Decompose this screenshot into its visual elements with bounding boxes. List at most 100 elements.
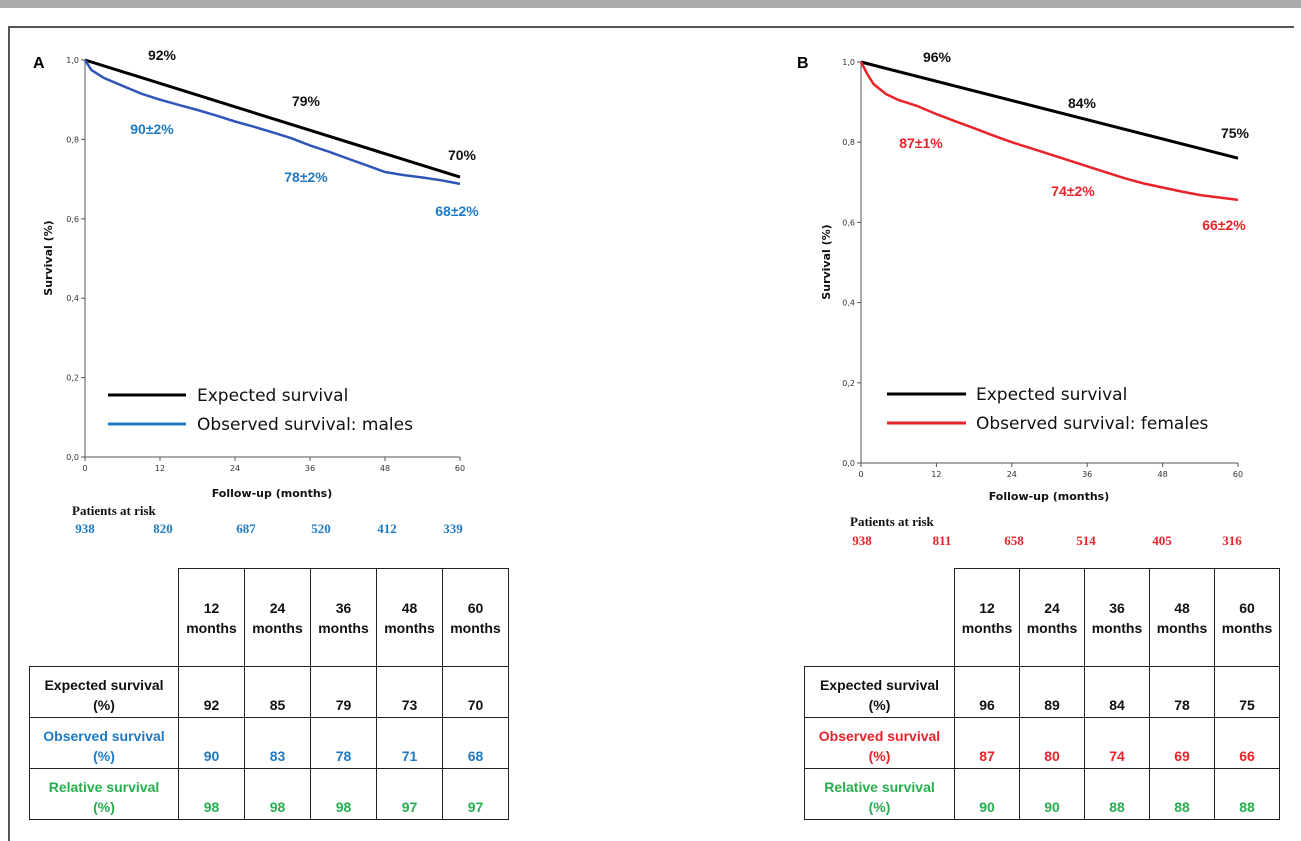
table-header: 12 months: [954, 568, 1020, 667]
table-cell: 88: [1149, 768, 1215, 820]
table-cell: 66: [1214, 717, 1280, 769]
x-tick-label: 24: [1007, 470, 1017, 479]
table-cell: 90: [1019, 768, 1085, 820]
figure-frame: [8, 26, 1294, 841]
table-cell: 84: [1084, 666, 1150, 718]
y-axis-label: Survival (%): [820, 224, 833, 299]
legend-label-observed: Observed survival: males: [197, 415, 413, 435]
expected-annotation-12: 92%: [148, 47, 177, 63]
observed-annotation-12: 87±1%: [899, 135, 943, 151]
risk-title: Patients at risk: [850, 514, 935, 529]
legend-label-observed: Observed survival: females: [976, 414, 1209, 434]
y-tick-label: 0,8: [842, 138, 855, 147]
risk-value: 687: [236, 521, 256, 536]
expected-annotation-60: 75%: [1221, 125, 1250, 141]
table-cell: 90: [954, 768, 1020, 820]
table-cell: 85: [244, 666, 311, 718]
table-cell: 98: [178, 768, 245, 820]
x-axis-label: Follow-up (months): [989, 490, 1110, 503]
risk-value: 514: [1076, 533, 1096, 548]
y-tick-label: 1,0: [842, 58, 855, 67]
table-cell: 68: [442, 717, 509, 769]
table-cell: 97: [376, 768, 443, 820]
panel-letter: B: [797, 55, 809, 72]
series-group: [859, 60, 1239, 202]
risk-value: 811: [933, 533, 952, 548]
table-header: 36 months: [310, 568, 377, 667]
risk-value: 316: [1222, 533, 1242, 548]
risk-value: 658: [1004, 533, 1024, 548]
risk-value: 938: [75, 521, 95, 536]
panel-letter: A: [33, 55, 45, 72]
expected-annotation-60: 70%: [448, 147, 477, 163]
observed-annotation-60: 68±2%: [435, 203, 479, 219]
observed-annotation-12: 90±2%: [130, 121, 174, 137]
observed-survival-line: [859, 61, 1239, 202]
expected-annotation-36: 79%: [292, 93, 321, 109]
risk-value: 938: [852, 533, 872, 548]
y-tick-label: 0,2: [66, 374, 79, 383]
table-cell: 96: [954, 666, 1020, 718]
y-tick-label: 0,8: [66, 135, 79, 144]
table-cell: 69: [1149, 717, 1215, 769]
row-label-observed: Observed survival (%): [804, 717, 955, 769]
risk-value: 520: [311, 521, 331, 536]
x-tick-label: 36: [305, 464, 315, 473]
y-ticks: 0,0 0,2 0,4 0,6 0,8 1,0: [66, 56, 85, 462]
row-label-observed: Observed survival (%): [29, 717, 179, 769]
expected-survival-line: [84, 58, 461, 179]
table-cell: 88: [1084, 768, 1150, 820]
x-tick-label: 0: [858, 470, 863, 479]
table-cell: 75: [1214, 666, 1280, 718]
panel-b: B 0,0 0,2 0,4 0,6 0,8 1,0 0 12 24 36 48 60 Surviva…: [797, 49, 1250, 548]
x-ticks: 0 12 24 36 48 60: [858, 463, 1243, 479]
x-tick-label: 12: [931, 470, 941, 479]
x-tick-label: 48: [1158, 470, 1168, 479]
y-tick-label: 0,6: [842, 218, 855, 227]
observed-survival-line: [83, 59, 461, 186]
table-header: 36 months: [1084, 568, 1150, 667]
y-tick-label: 0,4: [842, 299, 855, 308]
risk-title: Patients at risk: [72, 503, 157, 518]
survival-table-a: 12 months 24 months 36 months 48 months …: [29, 568, 509, 820]
table-cell: 74: [1084, 717, 1150, 769]
legend: Expected survival Observed survival: fem…: [887, 385, 1209, 434]
table-header: 48 months: [1149, 568, 1215, 667]
y-axis-label: Survival (%): [42, 220, 55, 295]
expected-annotation-36: 84%: [1068, 95, 1097, 111]
table-cell: 71: [376, 717, 443, 769]
x-axis-label: Follow-up (months): [212, 487, 333, 500]
y-tick-label: 0,0: [842, 459, 855, 468]
series-group: [83, 58, 461, 186]
x-tick-label: 12: [155, 464, 165, 473]
y-tick-label: 0,0: [66, 453, 79, 462]
table-cell: 83: [244, 717, 311, 769]
top-bar: [0, 0, 1301, 8]
x-tick-label: 60: [455, 464, 465, 473]
table-cell: 80: [1019, 717, 1085, 769]
expected-annotation-12: 96%: [923, 49, 952, 65]
legend-label-expected: Expected survival: [197, 386, 348, 406]
table-header: 60 months: [1214, 568, 1280, 667]
x-tick-label: 0: [82, 464, 87, 473]
risk-value: 339: [443, 521, 463, 536]
table-header: 48 months: [376, 568, 443, 667]
y-tick-label: 1,0: [66, 56, 79, 65]
observed-annotation-60: 66±2%: [1202, 217, 1246, 233]
x-tick-label: 48: [380, 464, 390, 473]
observed-annotation-36: 74±2%: [1051, 183, 1095, 199]
y-ticks: 0,0 0,2 0,4 0,6 0,8 1,0: [842, 58, 861, 468]
table-corner: [804, 568, 955, 667]
table-header: 12 months: [178, 568, 245, 667]
row-label-relative: Relative survival (%): [804, 768, 955, 820]
risk-value: 405: [1152, 533, 1172, 548]
panel-a: A 0,0 0,2 0,4 0,6 0,8 1,0 0 12 24 36 48 60 Surviva…: [33, 47, 479, 536]
legend-label-expected: Expected survival: [976, 385, 1127, 405]
table-cell: 89: [1019, 666, 1085, 718]
table-cell: 98: [244, 768, 311, 820]
table-cell: 92: [178, 666, 245, 718]
table-header: 60 months: [442, 568, 509, 667]
risk-value: 412: [377, 521, 397, 536]
x-tick-label: 24: [230, 464, 240, 473]
